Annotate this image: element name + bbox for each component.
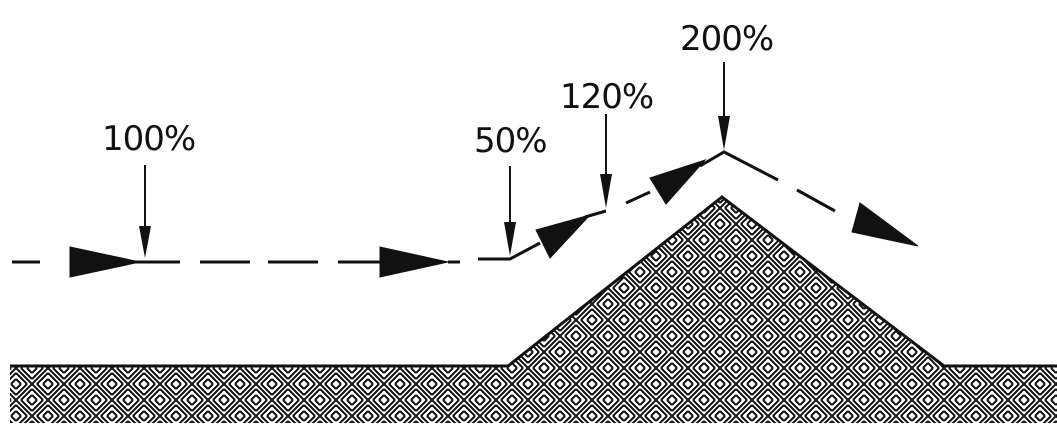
pointer-100 — [139, 165, 151, 258]
label-50-percent: 50% — [474, 121, 547, 161]
measurement-pointers — [139, 62, 730, 258]
streamline-dash — [625, 190, 651, 205]
streamline-dash — [796, 188, 836, 213]
terrain — [10, 195, 1057, 423]
label-100-percent: 100% — [102, 119, 195, 159]
arrowhead-icon — [379, 246, 449, 278]
hill-ground-fill — [10, 197, 1057, 423]
ground-surface-line — [10, 195, 1057, 368]
flow-arrowheads — [69, 158, 919, 278]
arrowhead-icon — [649, 158, 707, 205]
streamline-segment — [478, 241, 541, 261]
arrowhead-icon — [535, 214, 592, 259]
label-200-percent: 200% — [680, 19, 773, 59]
pointer-50 — [504, 166, 516, 256]
pointer-200 — [718, 62, 730, 150]
streamline-segment — [699, 150, 779, 182]
arrowhead-icon — [851, 202, 919, 247]
label-120-percent: 120% — [560, 77, 653, 117]
pointer-120 — [600, 114, 612, 208]
arrowhead-icon — [69, 246, 141, 278]
